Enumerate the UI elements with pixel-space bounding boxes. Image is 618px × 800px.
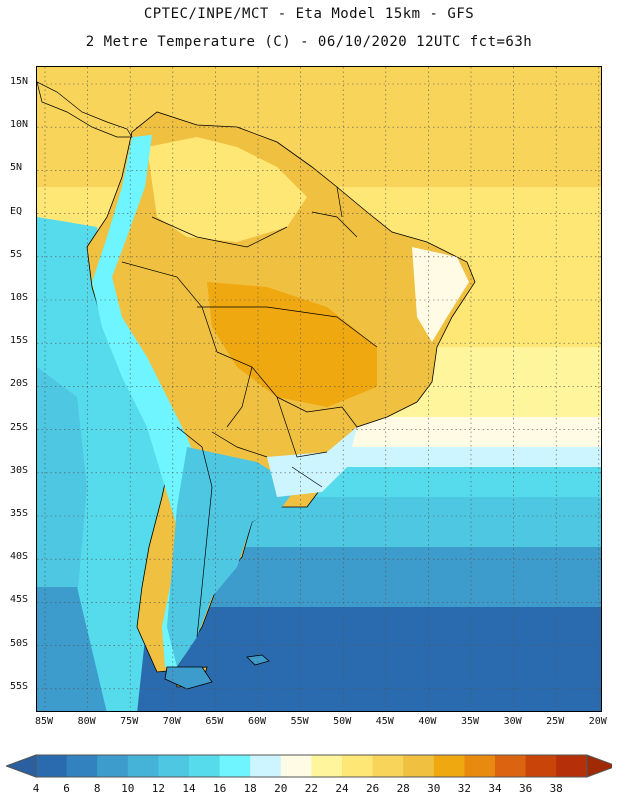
- colorbar-segment: [342, 755, 374, 777]
- lat-label: 15S: [10, 335, 29, 347]
- lat-label: 5S: [10, 248, 23, 260]
- colorbar-label: 4: [32, 782, 40, 795]
- colorbar-segment: [433, 755, 465, 777]
- colorbar-segment: [280, 755, 312, 777]
- colorbar-label: 22: [304, 782, 319, 795]
- lon-label: 85W: [34, 716, 54, 727]
- lon-label: 60W: [247, 716, 267, 727]
- colorbar-label: 30: [427, 782, 441, 795]
- lon-label: 50W: [333, 716, 352, 727]
- colorbar-label: 24: [335, 782, 349, 795]
- colorbar-label: 32: [457, 782, 472, 795]
- title-line-1: CPTEC/INPE/MCT - Eta Model 15km - GFS: [143, 6, 475, 22]
- colorbar-segment: [97, 755, 129, 777]
- colorbar-segment: [495, 755, 527, 777]
- colorbar-segment: [158, 755, 190, 777]
- lat-label: 20S: [10, 378, 29, 390]
- colorbar-segment: [250, 755, 282, 777]
- lon-label: 25W: [546, 716, 565, 727]
- colorbar-frame: [35, 754, 588, 778]
- southeast-pale: [267, 427, 357, 497]
- lon-label: 65W: [205, 716, 224, 727]
- lat-label: 45S: [10, 594, 29, 606]
- colorbar-label: 18: [243, 782, 257, 795]
- colorbar-segment: [219, 755, 251, 777]
- temperature-map: [36, 66, 602, 712]
- colorbar-segment: [127, 755, 159, 777]
- lat-label: 10S: [10, 292, 29, 303]
- colorbar-segment: [36, 755, 68, 777]
- lon-label: 30W: [503, 716, 522, 727]
- lon-label: 70W: [162, 716, 181, 727]
- lat-label: 55S: [10, 680, 29, 692]
- colorbar-segment: [464, 755, 496, 777]
- central-america: [37, 81, 133, 138]
- lat-label: 5N: [10, 162, 23, 174]
- colorbar-label: 8: [93, 782, 101, 795]
- northeast-pale: [412, 247, 469, 342]
- pacific-deep-water: [37, 587, 107, 711]
- colorbar-label: 26: [365, 782, 380, 795]
- colorbar-high-arrow: [586, 754, 612, 778]
- colorbar-label: 28: [396, 782, 410, 795]
- lat-label: 25S: [10, 421, 29, 433]
- lat-label: 40S: [10, 551, 29, 563]
- colorbar-label: 12: [151, 782, 166, 795]
- colorbar-label: 16: [212, 782, 227, 795]
- colorbar: [6, 754, 612, 778]
- colorbar-segment: [556, 755, 588, 777]
- country-borders: [121, 186, 378, 638]
- colorbar-segment: [66, 755, 98, 777]
- lon-label: 80W: [77, 716, 96, 727]
- lat-label: 50S: [10, 637, 29, 649]
- colorbar-segment: [189, 755, 221, 777]
- lat-label: 10N: [10, 119, 29, 131]
- lon-label: 35W: [460, 716, 480, 727]
- colorbar-label: 6: [63, 782, 70, 795]
- title-line-2: 2 Metre Temperature (C) - 06/10/2020 12U…: [85, 34, 533, 50]
- colorbar-label: 34: [488, 782, 502, 795]
- colorbar-segment: [403, 755, 435, 777]
- lat-label: 30S: [10, 464, 29, 476]
- lon-label: 75W: [120, 716, 139, 727]
- falkland-islands: [246, 654, 270, 666]
- lat-label: 35S: [10, 508, 29, 519]
- land-north-pale: [147, 137, 307, 242]
- colorbar-label: 20: [274, 782, 288, 795]
- lon-label: 55W: [290, 716, 309, 727]
- colorbar-segment: [372, 755, 404, 777]
- colorbar-segment: [311, 755, 343, 777]
- lon-label: 20W: [588, 716, 607, 727]
- lon-label: 45W: [375, 716, 394, 727]
- colorbar-label: 14: [182, 782, 196, 795]
- lat-label: EQ: [10, 205, 23, 217]
- colorbar-label: 36: [518, 782, 533, 795]
- colorbar-label: 10: [121, 782, 135, 795]
- lon-label: 40W: [418, 716, 437, 727]
- lat-label: 15N: [10, 76, 29, 87]
- colorbar-low-arrow: [6, 754, 37, 778]
- colorbar-segment: [525, 755, 557, 777]
- colorbar-label: 38: [549, 782, 563, 795]
- tierra-del-fuego: [164, 666, 213, 690]
